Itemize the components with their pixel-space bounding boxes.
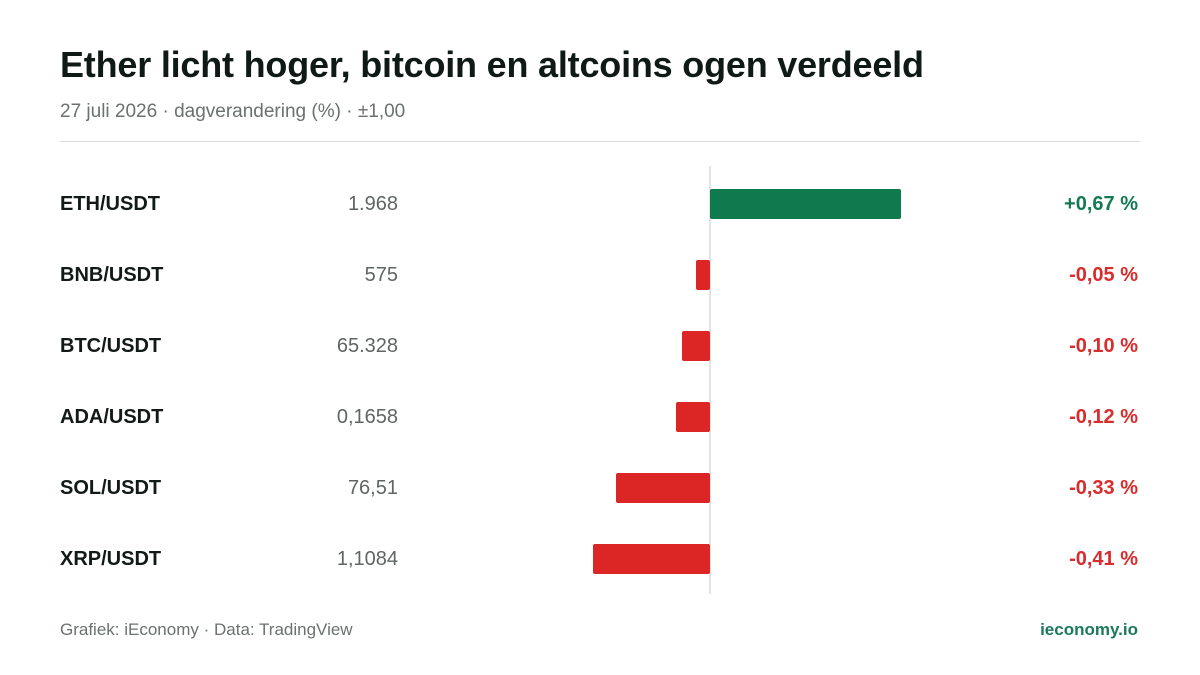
pair-label: ETH/USDT bbox=[60, 193, 160, 215]
chart-subtitle: 27 juli 2026 · dagverandering (%) · ±1,0… bbox=[60, 101, 406, 122]
change-label: -0,33 % bbox=[1069, 477, 1138, 499]
price-label: 76,51 bbox=[347, 477, 398, 499]
change-label: -0,12 % bbox=[1069, 406, 1138, 428]
chart-row: ADA/USDT 0,1658 -0,12 % bbox=[0, 397, 1200, 437]
price-label: 65.328 bbox=[336, 335, 398, 357]
zero-axis-line bbox=[709, 166, 711, 594]
chart-title: Ether licht hoger, bitcoin en altcoins o… bbox=[60, 44, 924, 85]
price-label: 0,1658 bbox=[336, 406, 398, 428]
header-divider bbox=[60, 141, 1140, 142]
change-bar bbox=[675, 402, 710, 432]
change-label: +0,67 % bbox=[1064, 193, 1138, 215]
chart-row: ETH/USDT 1.968 +0,67 % bbox=[0, 184, 1200, 224]
chart-row: BNB/USDT 575 -0,05 % bbox=[0, 255, 1200, 295]
change-label: -0,10 % bbox=[1069, 335, 1138, 357]
pair-label: BTC/USDT bbox=[60, 335, 162, 357]
change-bar bbox=[593, 544, 710, 574]
chart-row: SOL/USDT 76,51 -0,33 % bbox=[0, 468, 1200, 508]
change-bar bbox=[615, 473, 710, 503]
brand-link[interactable]: ieconomy.io bbox=[1040, 620, 1138, 639]
change-bar bbox=[710, 189, 901, 219]
chart-row: XRP/USDT 1,1084 -0,41 % bbox=[0, 539, 1200, 579]
change-label: -0,41 % bbox=[1069, 548, 1138, 570]
pair-label: XRP/USDT bbox=[60, 548, 162, 570]
pair-label: BNB/USDT bbox=[60, 264, 164, 286]
chart-row: BTC/USDT 65.328 -0,10 % bbox=[0, 326, 1200, 366]
pair-label: ADA/USDT bbox=[60, 406, 164, 428]
pair-label: SOL/USDT bbox=[60, 477, 162, 499]
price-label: 1.968 bbox=[347, 193, 398, 215]
price-label: 1,1084 bbox=[336, 548, 398, 570]
change-bar bbox=[681, 331, 710, 361]
change-bar bbox=[695, 260, 710, 290]
price-label: 575 bbox=[364, 264, 398, 286]
source-credit: Grafiek: iEconomy · Data: TradingView bbox=[60, 620, 353, 639]
change-label: -0,05 % bbox=[1069, 264, 1138, 286]
